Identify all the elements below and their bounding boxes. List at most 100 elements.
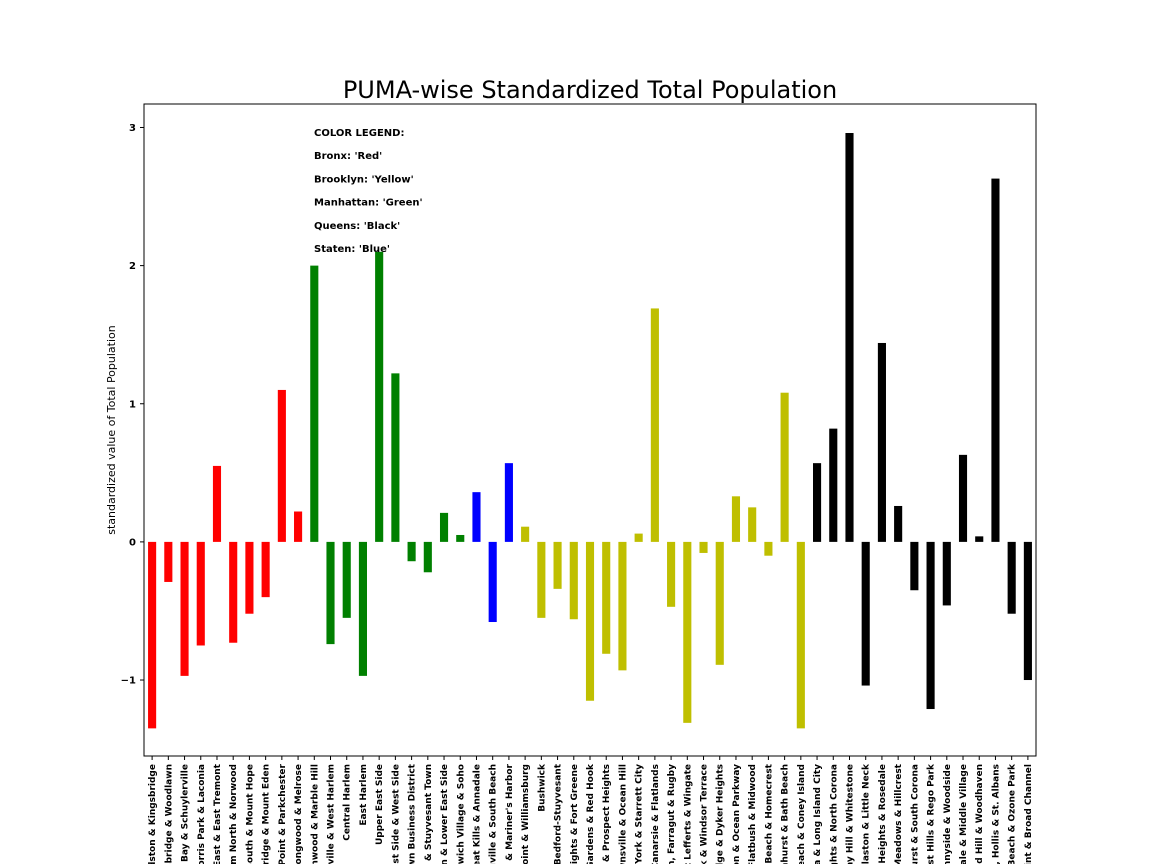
x-tick-label: nhurst & South Corona — [910, 764, 920, 864]
bars-group — [148, 133, 1032, 729]
x-tick-label: enwich Village & Soho — [456, 764, 466, 864]
x-tick-label: town Business District — [408, 763, 418, 864]
x-tick-label: anville & West Harlem — [327, 764, 337, 864]
bar — [975, 536, 984, 542]
x-tick-label: eights & North Corona — [829, 764, 839, 864]
x-tick-label: npoint & Williamsburg — [521, 764, 531, 864]
bar — [910, 541, 919, 591]
bar — [245, 541, 254, 614]
x-tick-label: d Beach & Ozone Park — [1008, 763, 1018, 864]
x-tick-label: ark & Windsor Terrace — [700, 764, 710, 864]
bar — [423, 541, 432, 573]
x-tick-label: ngville & South Beach — [489, 764, 499, 864]
x-tick-label: Canarsie & Flatlands — [651, 764, 661, 864]
color-legend: COLOR LEGEND: Bronx: 'Red' Brooklyn: 'Yell… — [314, 128, 423, 255]
y-tick-label: 3 — [129, 123, 136, 134]
bar — [488, 541, 497, 623]
bar — [148, 541, 157, 729]
bar — [439, 512, 449, 542]
x-axis-ticks: eldston & Kingsbridge nsbridge & Woodlawn… — [148, 756, 1034, 864]
bar — [796, 541, 805, 729]
x-tick-label: ll Gardens & Red Hook — [586, 763, 596, 864]
bar — [780, 392, 789, 542]
bar — [618, 541, 627, 671]
legend-entry: Staten: 'Blue' — [314, 244, 390, 255]
x-tick-label: Flatbush & Midwood — [748, 764, 758, 864]
bar — [667, 541, 676, 607]
x-tick-label: Central Harlem — [343, 764, 353, 841]
bar — [1007, 541, 1016, 614]
bar — [472, 492, 481, 542]
bar — [813, 463, 822, 542]
bar — [942, 541, 951, 606]
bar — [861, 541, 870, 686]
x-tick-label: Bedford-Stuyvesant — [554, 763, 564, 864]
bar — [829, 428, 838, 542]
x-tick-label: West Side & West Side — [391, 764, 401, 864]
bar — [310, 265, 319, 542]
x-tick-label: Point & Broad Channel — [1024, 764, 1034, 864]
bar — [650, 308, 659, 542]
x-tick-label: Morris Park & Laconia — [197, 764, 207, 864]
legend-entry: Manhattan: 'Green' — [314, 198, 423, 209]
y-tick-label: 1 — [129, 399, 136, 410]
x-tick-label: Heights & Fort Greene — [570, 764, 580, 864]
x-tick-label: Ridge & Dyker Heights — [716, 764, 726, 864]
bar — [958, 454, 968, 542]
x-tick-label: th & Prospect Heights — [602, 764, 612, 864]
y-tick-label: 0 — [129, 537, 136, 548]
legend-entry: COLOR LEGEND: — [314, 128, 404, 139]
bar — [504, 463, 513, 542]
bar — [634, 533, 643, 542]
x-tick-label: East Harlem — [359, 764, 369, 826]
x-tick-label: Beach & Coney Island — [797, 764, 807, 864]
chart-title: PUMA-wise Standardized Total Population — [343, 76, 837, 104]
bar — [358, 541, 367, 676]
bar — [877, 342, 886, 542]
bar — [569, 541, 578, 620]
bar — [585, 541, 595, 701]
x-tick-label: Upper East Side — [375, 764, 385, 845]
bar — [326, 541, 335, 645]
bar — [229, 541, 238, 643]
x-tick-label: uglaston & Little Neck — [862, 763, 872, 864]
x-tick-label: ndale & Middle Village — [959, 764, 969, 864]
x-tick-label: onhurst & Bath Beach — [781, 764, 791, 864]
x-tick-label: , Longwood & Melrose — [294, 764, 304, 864]
bar — [180, 541, 189, 676]
x-tick-label: Bushwick — [537, 763, 547, 812]
bar — [342, 541, 351, 618]
legend-entry: Bronx: 'Red' — [314, 151, 382, 162]
bar — [991, 178, 1000, 542]
x-tick-label: rest Hills & Rego Park — [927, 763, 937, 864]
bar — [294, 511, 303, 542]
x-tick-label: a Heights & Rosedale — [878, 764, 888, 864]
bar — [764, 541, 773, 556]
x-tick-label: nsbridge & Woodlawn — [164, 764, 174, 864]
y-axis-ticks: −1 0 1 2 3 — [121, 123, 144, 687]
x-tick-label: eldston & Kingsbridge — [148, 764, 158, 864]
x-tick-label: m Bay & Schuylerville — [181, 764, 191, 864]
x-tick-label: n Point & Parkchester — [278, 763, 288, 864]
bar — [683, 541, 692, 723]
x-tick-label: ria & Long Island City — [813, 764, 823, 864]
x-tick-label: ca, Hollis & St. Albans — [991, 764, 1001, 864]
bar — [748, 507, 757, 542]
x-tick-label: st Lefferts & Wingate — [683, 764, 693, 864]
x-tick-label: ond Hill & Woodhaven — [975, 764, 985, 864]
legend-entry: Queens: 'Black' — [314, 221, 400, 232]
x-tick-label: nbridge & Mount Eden — [262, 764, 272, 864]
x-tick-label: ownsville & Ocean Hill — [618, 764, 628, 864]
bar — [1023, 541, 1032, 681]
bar — [553, 541, 562, 589]
bar — [731, 496, 741, 542]
bar — [391, 373, 400, 542]
x-tick-label: rray Hill & Whitestone — [845, 764, 855, 864]
y-axis-label: standardized value of Total Population — [105, 325, 118, 535]
y-tick-label: −1 — [121, 676, 136, 687]
x-tick-label: sh, Farragut & Rugby — [667, 764, 677, 864]
bar — [212, 465, 222, 542]
x-tick-label: unnyside & Woodside — [943, 764, 953, 864]
x-tick-label: n Beach & Homecrest — [764, 763, 774, 864]
bar — [699, 541, 708, 553]
